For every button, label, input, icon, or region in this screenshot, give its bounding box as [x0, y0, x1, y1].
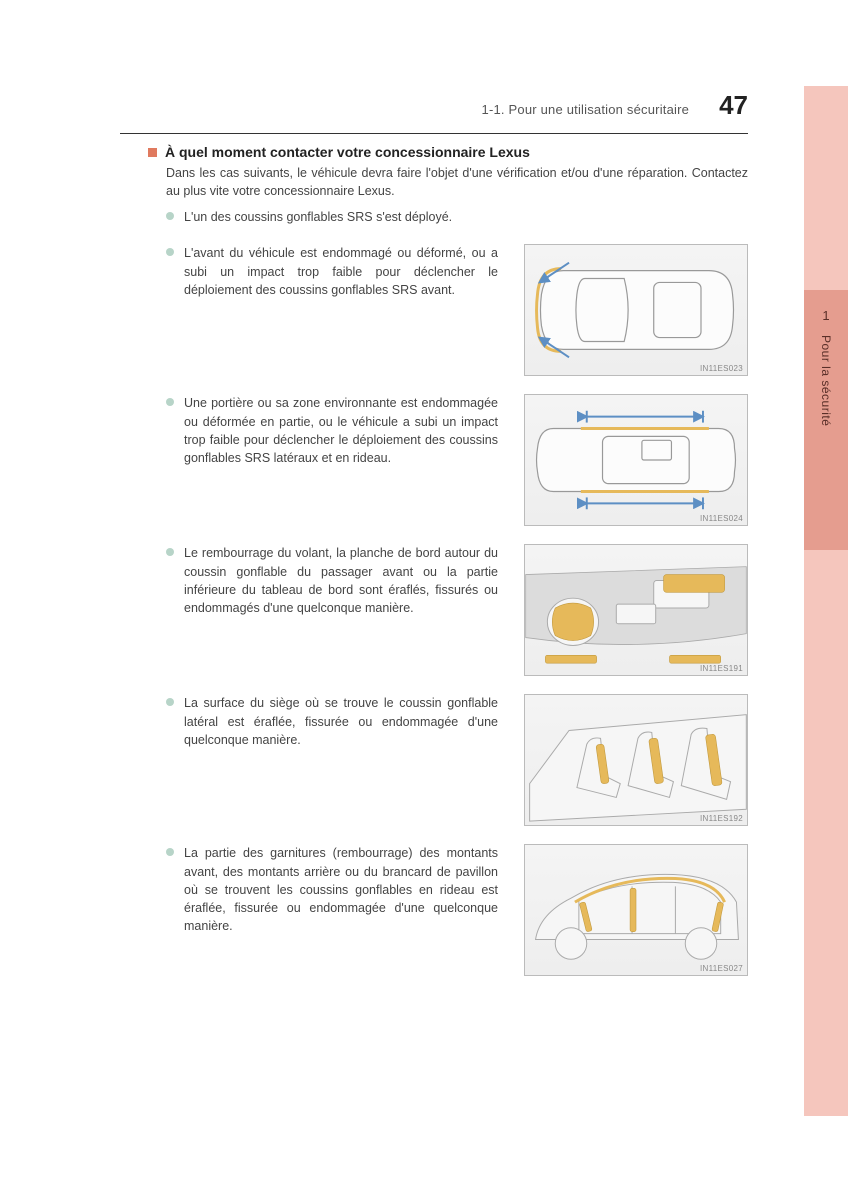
list-item: Le rembourrage du volant, la planche de … [166, 544, 748, 676]
list-item: La partie des garnitures (rembourrage) d… [166, 844, 748, 976]
section-path: 1-1. Pour une utilisation sécuritaire [482, 102, 690, 117]
figure-front-impact: IN11ES023 [524, 244, 748, 376]
figure-seats: IN11ES192 [524, 694, 748, 826]
bullet-list: L'un des coussins gonflables SRS s'est d… [166, 208, 748, 976]
list-item: Une portière ou sa zone environnante est… [166, 394, 748, 526]
bullet-icon [166, 698, 174, 706]
page-number: 47 [719, 90, 748, 121]
bullet-text: Une portière ou sa zone environnante est… [184, 394, 498, 467]
bullet-icon [166, 248, 174, 256]
bullet-icon [166, 548, 174, 556]
figure-curtain-airbag: IN11ES027 [524, 844, 748, 976]
figure-code: IN11ES023 [700, 364, 743, 373]
figure-side-impact: IN11ES024 [524, 394, 748, 526]
bullet-icon [166, 398, 174, 406]
bullet-text: La surface du siège où se trouve le cous… [184, 694, 498, 748]
figure-code: IN11ES024 [700, 514, 743, 523]
figure-dashboard: IN11ES191 [524, 544, 748, 676]
bullet-text: L'un des coussins gonflables SRS s'est d… [184, 208, 452, 226]
bullet-text: L'avant du véhicule est endommagé ou déf… [184, 244, 498, 298]
page-content: 1-1. Pour une utilisation sécuritaire 47… [0, 0, 848, 1200]
bullet-icon [166, 212, 174, 220]
header-rule [120, 133, 748, 134]
heading-text: À quel moment contacter votre concession… [165, 144, 530, 160]
heading-square-icon [148, 148, 157, 157]
list-item: L'un des coussins gonflables SRS s'est d… [166, 208, 748, 226]
page-header: 1-1. Pour une utilisation sécuritaire 47 [120, 90, 788, 121]
list-item: L'avant du véhicule est endommagé ou déf… [166, 244, 748, 376]
intro-paragraph: Dans les cas suivants, le véhicule devra… [166, 164, 748, 200]
bullet-icon [166, 848, 174, 856]
bullet-text: La partie des garnitures (rembourrage) d… [184, 844, 498, 935]
section-heading: À quel moment contacter votre concession… [148, 144, 748, 160]
figure-code: IN11ES191 [700, 664, 743, 673]
list-item: La surface du siège où se trouve le cous… [166, 694, 748, 826]
figure-code: IN11ES192 [700, 814, 743, 823]
bullet-text: Le rembourrage du volant, la planche de … [184, 544, 498, 617]
figure-code: IN11ES027 [700, 964, 743, 973]
